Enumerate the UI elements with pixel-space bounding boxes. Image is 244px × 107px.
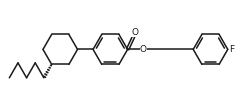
Text: O: O — [131, 28, 138, 37]
Text: F: F — [229, 45, 234, 54]
Text: O: O — [140, 45, 147, 54]
